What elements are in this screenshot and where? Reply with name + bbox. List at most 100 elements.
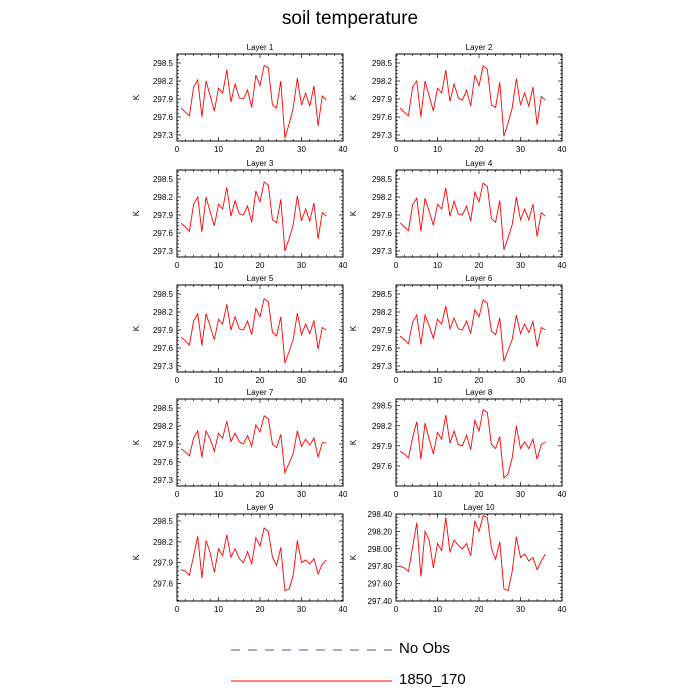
x-tick-label: 10 [214, 145, 223, 154]
x-tick-label: 20 [256, 145, 265, 154]
x-tick-label: 40 [339, 145, 348, 154]
y-axis-label: K [132, 325, 141, 331]
y-tick-label: 297.3 [153, 476, 174, 485]
y-axis-label: K [349, 325, 358, 331]
y-tick-label: 297.9 [372, 95, 393, 104]
y-tick-label: 297.6 [153, 344, 174, 353]
y-tick-label: 298.2 [153, 538, 174, 547]
x-tick-label: 0 [175, 490, 180, 499]
x-tick-label: 0 [394, 490, 399, 499]
chart-panel: Layer 4 0 10 20 30 40 297.3 297.6 297.9 298.2 298.… [349, 159, 567, 270]
x-tick-label: 20 [256, 376, 265, 385]
x-tick-label: 10 [214, 490, 223, 499]
plot-frame [395, 53, 563, 142]
y-tick-label: 297.60 [368, 580, 393, 589]
x-tick-label: 20 [475, 490, 484, 499]
x-tick-label: 40 [558, 605, 567, 614]
panel-title: Layer 1 [247, 43, 274, 52]
y-tick-label: 298.5 [372, 175, 393, 184]
y-axis-label: K [349, 439, 358, 445]
y-tick-label: 297.3 [153, 247, 174, 256]
y-tick-label: 297.6 [372, 229, 393, 238]
plot-frame [176, 513, 344, 602]
y-tick-label: 298.5 [153, 175, 174, 184]
x-tick-label: 40 [339, 490, 348, 499]
y-axis-label: K [132, 94, 141, 100]
y-axis-label: K [132, 210, 141, 216]
y-tick-label: 298.2 [153, 308, 174, 317]
x-tick-label: 20 [475, 261, 484, 270]
series-line [399, 408, 546, 479]
x-tick-label: 20 [475, 376, 484, 385]
y-tick-label: 298.2 [372, 422, 393, 431]
series-line [399, 65, 546, 137]
x-tick-label: 10 [214, 605, 223, 614]
chart-panel: Layer 2 0 10 20 30 40 297.3 297.6 297.9 298.2 298.… [349, 43, 567, 154]
y-tick-label: 297.3 [372, 131, 393, 140]
y-tick-label: 297.9 [153, 211, 174, 220]
x-tick-label: 0 [175, 145, 180, 154]
series-line [399, 299, 546, 362]
y-tick-label: 298.40 [368, 510, 393, 519]
x-tick-label: 0 [394, 145, 399, 154]
y-tick-label: 297.6 [372, 113, 393, 122]
series-line [399, 515, 546, 592]
panel-title: Layer 5 [247, 274, 274, 283]
x-tick-label: 0 [394, 261, 399, 270]
panel-title: Layer 8 [466, 388, 493, 397]
y-tick-label: 297.9 [153, 95, 174, 104]
x-tick-label: 30 [297, 490, 306, 499]
x-tick-label: 10 [433, 376, 442, 385]
page-title: soil temperature [281, 8, 419, 29]
y-tick-label: 297.6 [372, 344, 393, 353]
series-line [181, 527, 327, 592]
series-line [180, 298, 327, 364]
y-tick-label: 297.3 [153, 362, 174, 371]
y-tick-label: 297.3 [153, 131, 174, 140]
x-tick-label: 30 [516, 490, 525, 499]
x-tick-label: 40 [558, 490, 567, 499]
x-tick-label: 40 [339, 261, 348, 270]
x-tick-label: 0 [394, 376, 399, 385]
y-tick-label: 298.5 [153, 517, 174, 526]
legend-label-1850-170: 1850_170 [399, 671, 466, 688]
panel-title: Layer 6 [466, 274, 493, 283]
panel-title: Layer 7 [247, 388, 274, 397]
x-tick-label: 30 [516, 605, 525, 614]
x-tick-label: 10 [433, 261, 442, 270]
x-tick-label: 30 [516, 376, 525, 385]
y-axis-label: K [349, 554, 358, 560]
chart-panel: Layer 6 0 10 20 30 40 297.3 297.6 297.9 298.2 298.… [349, 274, 567, 385]
y-tick-label: 298.2 [372, 77, 393, 86]
x-tick-label: 10 [214, 261, 223, 270]
panel-title: Layer 9 [247, 503, 274, 512]
y-tick-label: 298.2 [372, 308, 393, 317]
y-tick-label: 298.2 [153, 422, 174, 431]
x-tick-label: 30 [297, 605, 306, 614]
legend-label-no-obs: No Obs [399, 640, 450, 657]
y-tick-label: 297.6 [153, 229, 174, 238]
panel-title: Layer 2 [466, 43, 493, 52]
panel-title: Layer 4 [466, 159, 493, 168]
chart-panel: Layer 3 0 10 20 30 40 297.3 297.6 297.9 298.2 298.… [132, 159, 348, 270]
y-tick-label: 297.6 [153, 580, 174, 589]
y-tick-label: 297.80 [368, 562, 393, 571]
y-tick-label: 297.9 [153, 559, 174, 568]
y-tick-label: 297.9 [153, 440, 174, 449]
x-tick-label: 20 [256, 490, 265, 499]
chart-panel: Layer 8 0 10 20 30 40 297.6 297.9 298.2 298.5 K [349, 388, 567, 499]
x-tick-label: 0 [175, 376, 180, 385]
y-tick-label: 297.3 [372, 247, 393, 256]
y-tick-label: 297.3 [372, 362, 393, 371]
x-tick-label: 10 [433, 145, 442, 154]
y-axis-label: K [349, 210, 358, 216]
y-axis-label: K [132, 554, 141, 560]
plot-frame [395, 169, 563, 258]
plot-frame [395, 398, 563, 487]
x-tick-label: 40 [558, 261, 567, 270]
y-tick-label: 297.9 [153, 326, 174, 335]
y-tick-label: 297.6 [372, 462, 393, 471]
y-tick-label: 298.00 [368, 545, 393, 554]
x-tick-label: 20 [475, 605, 484, 614]
series-line [180, 64, 327, 139]
